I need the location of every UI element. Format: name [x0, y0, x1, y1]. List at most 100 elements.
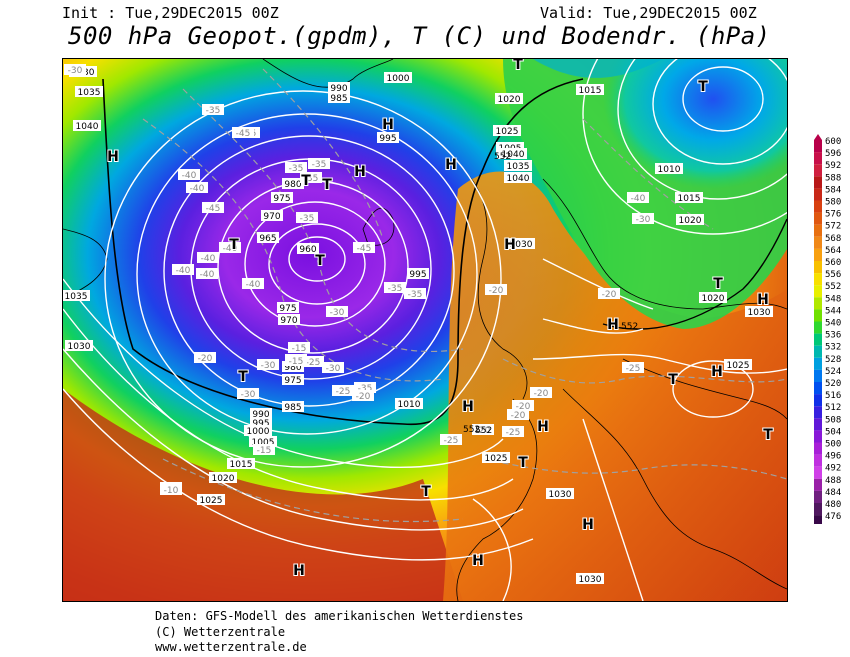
pressure-label-bg-43	[482, 452, 510, 463]
temp-label-35: -20	[356, 392, 371, 402]
temp-label-bg-1	[202, 104, 224, 115]
low-marker-3: T	[301, 173, 311, 189]
high-marker-9: H	[382, 117, 394, 133]
temp-label-bg-30	[530, 387, 552, 398]
legend-label-540: 540	[825, 319, 841, 329]
pressure-label-31: 1040	[507, 174, 530, 184]
legend-label-564: 564	[825, 246, 841, 256]
temp-label-26: -20	[489, 286, 504, 296]
pressure-label-45: 1030	[579, 575, 602, 585]
pressure-label-34: 975	[284, 376, 301, 386]
pressure-label-15: 965	[259, 234, 276, 244]
pressure-label-29: 1030	[510, 240, 533, 250]
temp-label-8: -40	[201, 254, 216, 264]
legend-label-484: 484	[825, 488, 841, 498]
height-label-1: 552	[463, 425, 480, 435]
pressure-label-bg-6	[377, 132, 399, 143]
temp-label-17: -35	[289, 164, 304, 174]
legend-label-596: 596	[825, 149, 841, 159]
legend-swatch-536	[814, 333, 822, 346]
pressure-label-bg-31	[504, 172, 532, 183]
legend-swatch-580	[814, 200, 822, 213]
temp-label-bg-38	[440, 434, 462, 445]
legend-label-576: 576	[825, 210, 841, 220]
pressure-label-bg-46	[745, 306, 773, 317]
pressure-label-33: 980	[284, 363, 301, 373]
temp-label-bg-25	[332, 385, 354, 396]
pressure-label-bg-4	[328, 92, 350, 103]
legend-label-524: 524	[825, 367, 841, 377]
pressure-label-bg-13	[271, 192, 293, 203]
pressure-label-41: 1020	[212, 474, 235, 484]
temp-label-bg-42	[160, 484, 182, 495]
weather-map: 1030103510409909851000995102010251015100…	[62, 58, 788, 602]
legend-label-520: 520	[825, 379, 841, 389]
legend-swatch-480	[814, 503, 822, 516]
temp-label-bg-9	[172, 264, 194, 275]
pressure-label-bg-7	[495, 93, 523, 104]
legend-label-580: 580	[825, 198, 841, 208]
temp-label-bg-8	[197, 252, 219, 263]
temp-label-bg-3	[178, 169, 200, 180]
pressure-label-bg-35	[282, 401, 304, 412]
pressure-label-35: 985	[284, 403, 301, 413]
temp-label-bg-12	[219, 242, 241, 253]
legend-label-548: 548	[825, 294, 841, 304]
map-labels: 1030103510409909851000995102010251015100…	[63, 59, 774, 585]
footer-url[interactable]: www.wetterzentrale.de	[155, 640, 307, 654]
legend-label-512: 512	[825, 403, 841, 413]
temp-label-bg-27	[507, 409, 529, 420]
temp-label-bg-23	[322, 362, 344, 373]
pressure-label-bg-23	[65, 340, 93, 351]
pressure-label-bg-15	[257, 232, 279, 243]
pressure-label-13: 975	[273, 194, 290, 204]
pressure-label-12: 980	[284, 180, 301, 190]
pressure-label-bg-29	[507, 238, 535, 249]
temp-label-14: -35	[388, 284, 403, 294]
pressure-label-bg-27	[676, 214, 704, 225]
pressure-label-26: 1015	[678, 194, 701, 204]
high-marker-0: H	[445, 157, 457, 173]
temp-label-34: -15	[257, 446, 272, 456]
low-marker-10: T	[518, 455, 528, 471]
legend-label-592: 592	[825, 161, 841, 171]
legend-label-516: 516	[825, 391, 841, 401]
pressure-label-19: 970	[280, 316, 297, 326]
pressure-label-bg-5	[384, 72, 412, 83]
temp-label-37: -20	[198, 354, 213, 364]
pressure-label-32: 1025	[727, 361, 750, 371]
legend-label-588: 588	[825, 173, 841, 183]
ridge-europe	[443, 171, 787, 601]
pressure-label-bg-34	[282, 374, 304, 385]
temp-label-15: -35	[408, 290, 423, 300]
legend-label-496: 496	[825, 452, 841, 462]
pressure-label-1: 1035	[78, 88, 101, 98]
temp-label-bg-6	[186, 182, 208, 193]
temp-label-1: -35	[206, 106, 221, 116]
legend-swatch-500	[814, 442, 822, 455]
temp-label-18: -35	[304, 174, 319, 184]
pressure-label-bg-45	[576, 573, 604, 584]
legend-swatch-484	[814, 490, 822, 503]
legend-label-572: 572	[825, 222, 841, 232]
temp-label-13: -45	[357, 244, 372, 254]
temp-label-39: -30	[636, 215, 651, 225]
pressure-label-bg-28	[699, 292, 727, 303]
geopot-552-contour	[102, 78, 584, 426]
legend-label-556: 556	[825, 270, 841, 280]
temp-label-16: -35	[312, 160, 327, 170]
high-marker-7: H	[711, 364, 723, 380]
legend-swatch-516	[814, 394, 822, 407]
low-marker-4: T	[238, 369, 248, 385]
temp-label-42: -10	[164, 486, 179, 496]
pressure-label-bg-33	[282, 361, 304, 372]
legend-swatch-512	[814, 406, 822, 419]
legend-swatch-592	[814, 164, 822, 177]
pressure-label-bg-14	[261, 210, 283, 221]
legend-swatch-572	[814, 224, 822, 237]
high-marker-6: H	[537, 419, 549, 435]
init-time: Init : Tue,29DEC2015 00Z	[62, 4, 279, 22]
temp-label-40: -40	[631, 194, 646, 204]
high-marker-8: H	[107, 149, 119, 165]
temp-label-22: -30	[261, 361, 276, 371]
